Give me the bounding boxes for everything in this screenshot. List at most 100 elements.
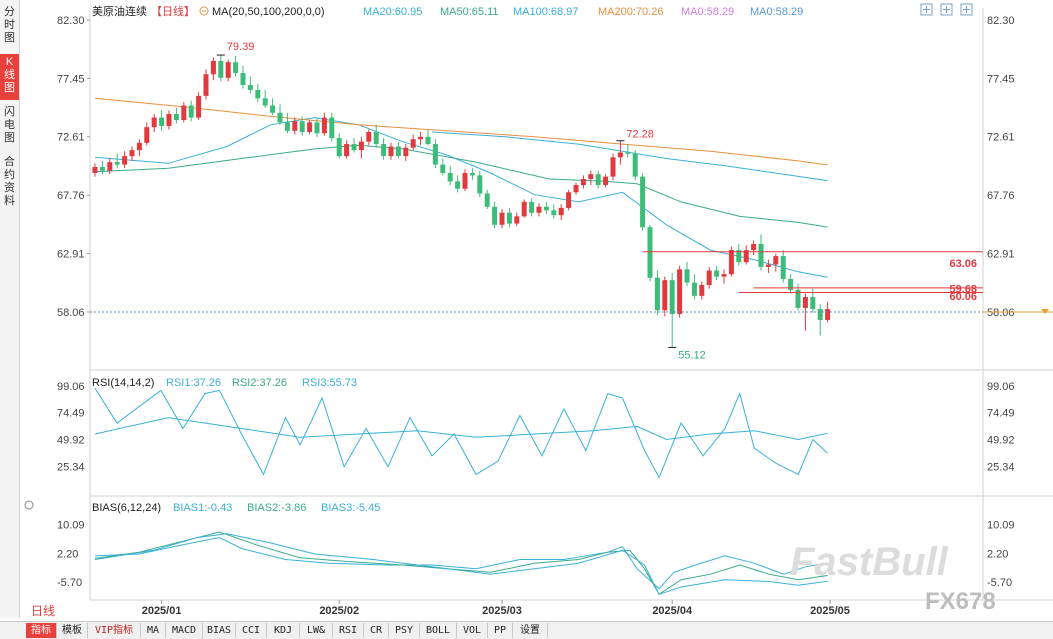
toolbar-tab-cr[interactable]: CR — [364, 623, 389, 638]
candle-body — [573, 185, 579, 193]
toolbar-tab-指标[interactable]: 指标 — [26, 623, 57, 638]
candle-body — [218, 60, 224, 78]
bias-line-bias2 — [94, 531, 828, 596]
level-label-0: 63.06 — [949, 258, 977, 270]
kline-chart: 美原油连续 【日线】 MA(20,50,100,200,0,0) MA20:60.95… — [24, 3, 1053, 617]
price-tick-right-3: 67.76 — [987, 190, 1015, 202]
x-axis-label-1: 2025/02 — [319, 605, 359, 617]
level-label-1: 60.06 — [949, 291, 977, 303]
zoom-in-icon — [940, 3, 953, 16]
bias-settings-icon — [24, 500, 34, 510]
period-selector[interactable]: 日线 — [30, 604, 55, 618]
candle-body — [225, 62, 231, 78]
level-label-2: 59.68 — [949, 283, 977, 295]
candle-body — [632, 153, 638, 177]
toolbar-tab-vol[interactable]: VOL — [457, 623, 488, 638]
price-tick-right-4: 62.91 — [987, 249, 1015, 261]
candle-body — [447, 172, 453, 182]
bias-line-bias1 — [94, 536, 828, 590]
ma-line-ma50 — [94, 144, 828, 228]
ma-line-ma100 — [431, 131, 828, 182]
price-tick-right-2: 72.61 — [987, 132, 1015, 144]
toolbar-tab-macd[interactable]: MACD — [166, 623, 203, 638]
toolbar-tab-设置[interactable]: 设置 — [513, 623, 548, 638]
zoom-out-icon — [960, 3, 973, 16]
toolbar-tab-bias[interactable]: BIAS — [203, 623, 236, 638]
rsi-title: RSI(14,14,2) — [92, 377, 154, 389]
ma-line-ma20 — [94, 117, 828, 278]
candle-body — [603, 176, 609, 186]
candle-body — [284, 122, 290, 131]
candle-body — [647, 227, 653, 278]
candle-body — [499, 212, 505, 225]
candle-body — [736, 250, 742, 263]
candle-body — [521, 201, 527, 217]
price-tick-left-2: 72.61 — [57, 132, 85, 144]
candle-body — [788, 278, 794, 290]
sidebar-tab-2[interactable]: 闪电图 — [4, 106, 15, 144]
x-axis-label-0: 2025/01 — [142, 605, 182, 617]
candle-body — [373, 132, 379, 145]
toolbar-tab-cci[interactable]: CCI — [236, 623, 267, 638]
candle-body — [321, 117, 327, 134]
candle-body — [136, 142, 142, 151]
price-tick-right-5: 58.06 — [987, 307, 1015, 319]
candle-body — [173, 113, 179, 120]
candle-body — [477, 175, 483, 194]
candle-body — [817, 309, 823, 320]
candle-body — [432, 144, 438, 165]
candle-body — [669, 280, 675, 314]
toolbar-tab-vip指标[interactable]: VIP指标 — [88, 623, 141, 638]
candle-body — [721, 274, 727, 277]
candle-body — [329, 117, 335, 139]
candle-body — [802, 297, 808, 308]
bias-line-bias3 — [94, 533, 828, 595]
toolbar-tab-boll[interactable]: BOLL — [420, 623, 457, 638]
toolbar-tab-ma[interactable]: MA — [141, 623, 166, 638]
toolbar-tab-pp[interactable]: PP — [488, 623, 513, 638]
candle-body — [728, 250, 734, 275]
toolbar-tab-kdj[interactable]: KDJ — [267, 623, 300, 638]
candle-body — [795, 289, 801, 308]
toolbar-tab-psy[interactable]: PSY — [389, 623, 420, 638]
candle-body — [418, 136, 424, 140]
candle-body — [617, 152, 623, 158]
candle-body — [751, 244, 757, 251]
toolbar-tab-模板[interactable]: 模板 — [57, 623, 88, 638]
ma-value-1: MA50:65.11 — [440, 6, 499, 18]
candle-body — [99, 166, 105, 171]
candle-body — [691, 282, 697, 296]
candle-body — [122, 156, 128, 165]
x-axis-label-4: 2025/05 — [810, 605, 850, 617]
candle-body — [358, 141, 364, 151]
candle-body — [529, 201, 535, 213]
candle-body — [536, 206, 542, 213]
candle-body — [314, 122, 320, 134]
candle-body — [196, 95, 202, 118]
candle-body — [425, 136, 431, 145]
price-tick-left-4: 62.91 — [57, 249, 85, 261]
candle-body — [107, 162, 113, 171]
toolbar-tab-rsi[interactable]: RSI — [333, 623, 364, 638]
indicator-toolbar: 指标 模板 VIP指标 MA MACD BIAS CCI KDJ LW& RSI CR PSY BOLL… — [0, 621, 1053, 639]
candle-body — [765, 264, 771, 267]
candle-body — [270, 105, 276, 113]
high-label: 79.39 — [227, 41, 255, 53]
toolbar-tab-lw&[interactable]: LW& — [300, 623, 333, 638]
rsi-value-2: RSI3:55.73 — [302, 377, 357, 389]
instrument-name: 美原油连续 — [92, 4, 147, 18]
rsi-line-rsi3 — [94, 417, 828, 441]
period-tag: 【日线】 — [151, 4, 195, 18]
candle-body — [492, 206, 498, 225]
sidebar-tab-0[interactable]: 分时图 — [4, 6, 15, 44]
candle-body — [654, 277, 660, 311]
candle-body — [403, 147, 409, 157]
candle-body — [825, 309, 831, 320]
candle-body — [714, 270, 720, 277]
candle-body — [366, 132, 372, 142]
candle-body — [699, 285, 705, 296]
candle-body — [469, 172, 475, 176]
sidebar-tab-3[interactable]: 合约资料 — [4, 156, 15, 207]
